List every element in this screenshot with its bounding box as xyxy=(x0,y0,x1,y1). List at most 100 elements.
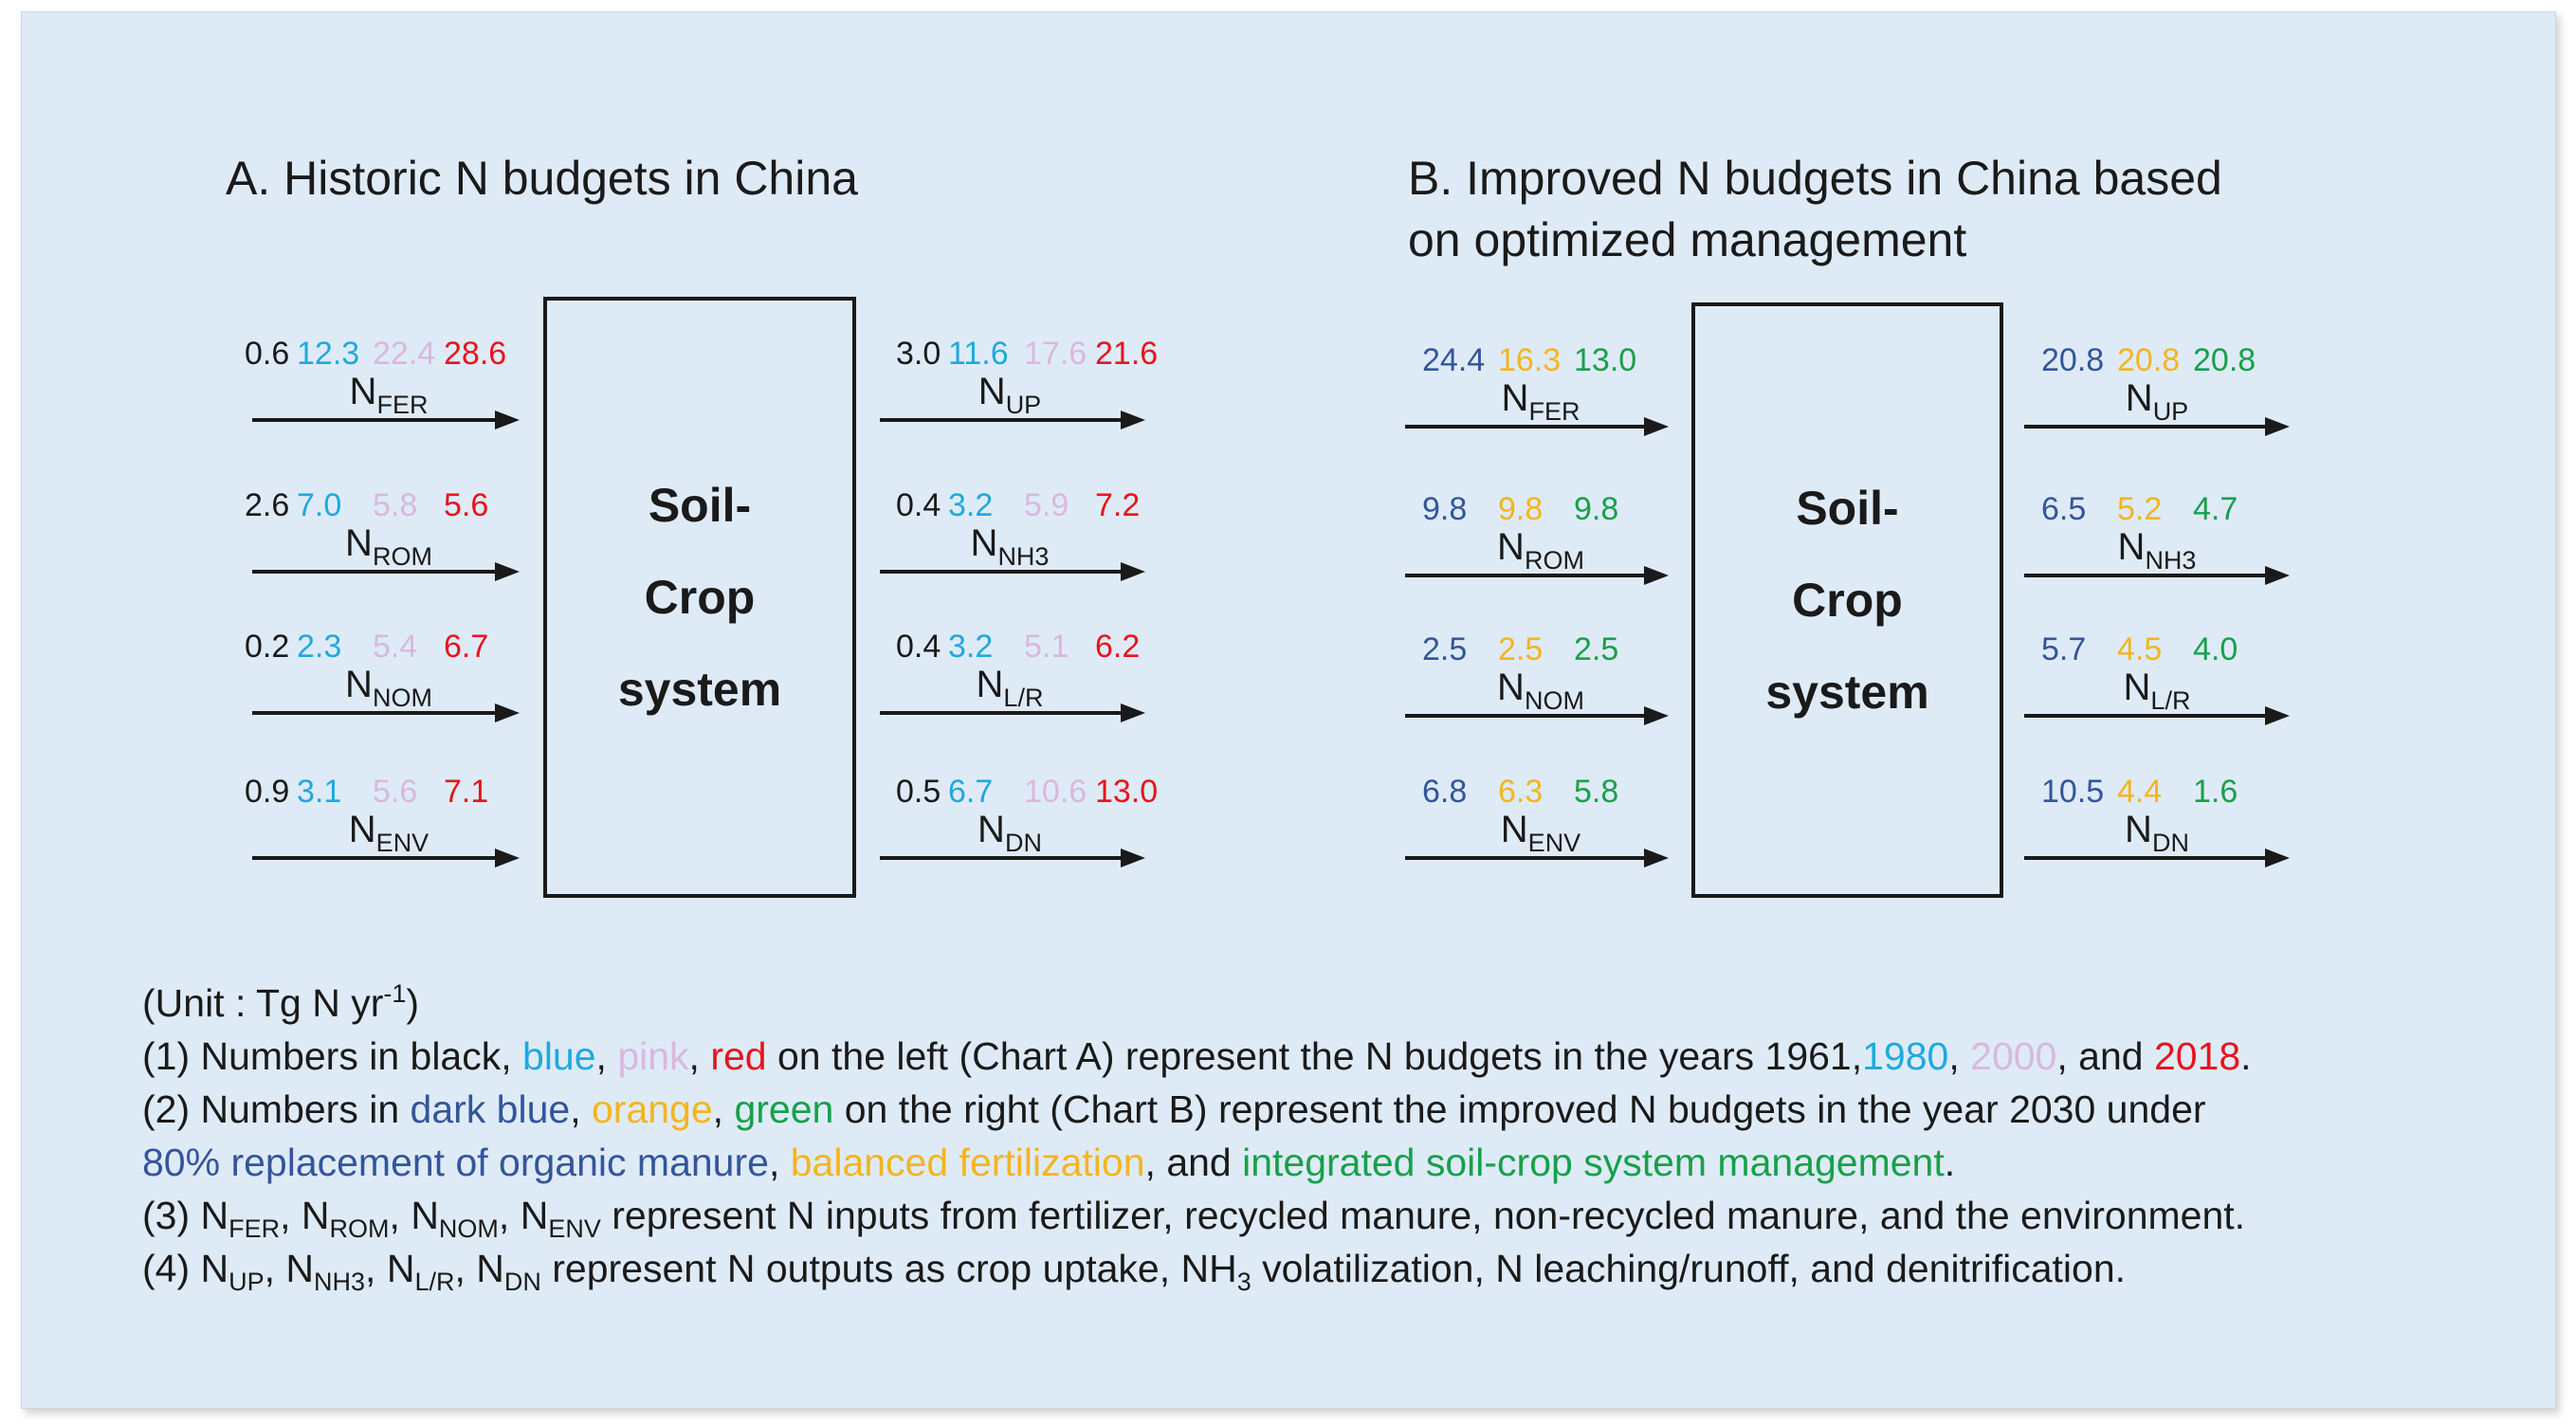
chartA-outputs-nh3-arrow-icon xyxy=(880,562,1145,581)
flow-value: 5.9 xyxy=(1024,487,1069,523)
chartB-outputs-lr-label: NL/R xyxy=(2123,666,2191,715)
flow-value: 2.5 xyxy=(1574,631,1619,667)
chartB-inputs-nom-arrow-icon xyxy=(1405,706,1669,725)
chart-b-soil-crop-box: Soil- Crop system xyxy=(1691,302,2003,898)
box-text-line: Soil- xyxy=(1796,481,1899,535)
flow-value: 0.2 xyxy=(245,629,290,665)
flow-value: 6.3 xyxy=(1498,774,1544,810)
flow-value: 4.5 xyxy=(2117,631,2163,667)
chartB-inputs-rom-arrow-icon xyxy=(1405,566,1669,585)
flow-value: 2.5 xyxy=(1422,631,1468,667)
chartA-outputs-lr-arrow-icon xyxy=(880,703,1145,722)
flow-value: 20.8 xyxy=(2117,342,2181,378)
flow-value: 6.2 xyxy=(1095,629,1141,665)
box-text-line: Crop xyxy=(644,570,756,624)
chartA-inputs-rom-label: NROM xyxy=(345,522,432,571)
flow-value: 17.6 xyxy=(1024,336,1087,372)
flow-value: 6.7 xyxy=(444,629,489,665)
flow-value: 11.6 xyxy=(948,336,1009,372)
flow-value: 5.6 xyxy=(373,774,418,810)
flow-value: 0.4 xyxy=(896,487,941,523)
flow-value: 21.6 xyxy=(1095,336,1159,372)
flow-value: 7.1 xyxy=(444,774,489,810)
unit-note: (Unit : Tg N yr-1) xyxy=(142,979,420,1026)
flow-value: 10.5 xyxy=(2041,774,2105,810)
chartB-inputs-env-label: NENV xyxy=(1500,809,1581,857)
flow-value: 3.1 xyxy=(297,774,342,810)
chartB-outputs-dn-label: NDN xyxy=(2125,809,2189,857)
chartB-outputs-dn-arrow-icon xyxy=(2024,849,2290,867)
flow-value: 9.8 xyxy=(1498,491,1544,527)
flow-value: 28.6 xyxy=(444,336,507,372)
flow-value: 6.5 xyxy=(2041,491,2087,527)
flow-value: 13.0 xyxy=(1574,342,1637,378)
chart-b-title-line2: on optimized management xyxy=(1408,213,1967,266)
box-text-line: Soil- xyxy=(648,478,752,532)
chart-a-title: A. Historic N budgets in China xyxy=(226,152,858,205)
chartB-outputs-nh3-arrow-icon xyxy=(2024,566,2290,585)
flow-value: 20.8 xyxy=(2193,342,2256,378)
flow-value: 3.2 xyxy=(948,487,994,523)
chartB-inputs-nom-label: NNOM xyxy=(1497,666,1584,715)
notes: (Unit : Tg N yr-1) (1) Numbers in black,… xyxy=(142,977,2252,1295)
flow-value: 5.2 xyxy=(2117,491,2163,527)
flow-value: 5.4 xyxy=(373,629,418,665)
figure-panel xyxy=(21,11,2556,1409)
chartA-inputs-env-arrow-icon xyxy=(252,849,520,867)
chartA-outputs-up-arrow-icon xyxy=(880,411,1145,429)
flow-value: 6.7 xyxy=(948,774,994,810)
note-2-continued: 80% replacement of organic manure, balan… xyxy=(142,1141,1956,1184)
chartA-outputs-lr-label: NL/R xyxy=(976,664,1044,712)
chartA-inputs-nom-arrow-icon xyxy=(252,703,520,722)
chartA-inputs-rom-arrow-icon xyxy=(252,562,520,581)
note-1: (1) Numbers in black, blue, pink, red on… xyxy=(142,1034,2252,1078)
flow-value: 5.7 xyxy=(2041,631,2087,667)
chart-a-soil-crop-box: Soil- Crop system xyxy=(543,297,856,898)
note-3: (3) NFER, NROM, NNOM, NENV represent N i… xyxy=(142,1194,2246,1243)
flow-value: 10.6 xyxy=(1024,774,1087,810)
chartA-inputs-nom-label: NNOM xyxy=(345,664,432,712)
chartA-outputs-dn-arrow-icon xyxy=(880,849,1145,867)
note-4: (4) NUP, NNH3, NL/R, NDN represent N out… xyxy=(142,1247,2127,1296)
box-text-line: system xyxy=(617,662,782,716)
box-text-line: system xyxy=(1765,665,1929,719)
flow-value: 3.0 xyxy=(896,336,941,372)
flow-value: 0.9 xyxy=(245,774,290,810)
flow-value: 20.8 xyxy=(2041,342,2105,378)
chartB-inputs-env-arrow-icon xyxy=(1405,849,1669,867)
box-text-line: Crop xyxy=(1792,573,1903,627)
flow-value: 5.6 xyxy=(444,487,489,523)
chartA-outputs-dn-label: NDN xyxy=(977,809,1042,857)
chartA-inputs-fer-arrow-icon xyxy=(252,411,520,429)
chartA-outputs-up-label: NUP xyxy=(977,371,1042,419)
flow-value: 2.5 xyxy=(1498,631,1544,667)
chart-b-title-line1: B. Improved N budgets in China based xyxy=(1408,152,2222,205)
flow-value: 4.4 xyxy=(2117,774,2163,810)
flow-value: 9.8 xyxy=(1574,491,1619,527)
flow-value: 9.8 xyxy=(1422,491,1468,527)
flow-value: 13.0 xyxy=(1095,774,1159,810)
flow-value: 2.3 xyxy=(297,629,342,665)
flow-value: 22.4 xyxy=(373,336,436,372)
chartA-inputs-fer-label: NFER xyxy=(349,371,429,419)
chartA-inputs-env-label: NENV xyxy=(348,809,429,857)
chartB-inputs-fer-label: NFER xyxy=(1501,377,1580,426)
flow-value: 1.6 xyxy=(2193,774,2238,810)
flow-value: 4.0 xyxy=(2193,631,2238,667)
chartB-inputs-rom-label: NROM xyxy=(1497,526,1584,575)
flow-value: 0.4 xyxy=(896,629,941,665)
flow-value: 12.3 xyxy=(297,336,360,372)
flow-value: 5.1 xyxy=(1024,629,1069,665)
chartB-outputs-lr-arrow-icon xyxy=(2024,706,2290,725)
flow-value: 4.7 xyxy=(2193,491,2238,527)
chartA-outputs-nh3-label: NNH3 xyxy=(970,522,1050,571)
flow-value: 5.8 xyxy=(1574,774,1619,810)
flow-value: 5.8 xyxy=(373,487,418,523)
note-2: (2) Numbers in dark blue, orange, green … xyxy=(142,1087,2206,1131)
flow-value: 7.0 xyxy=(297,487,342,523)
flow-value: 24.4 xyxy=(1422,342,1486,378)
chartB-outputs-nh3-label: NNH3 xyxy=(2117,526,2197,575)
chartB-outputs-up-arrow-icon xyxy=(2024,417,2290,436)
flow-value: 16.3 xyxy=(1498,342,1562,378)
flow-value: 0.6 xyxy=(245,336,290,372)
